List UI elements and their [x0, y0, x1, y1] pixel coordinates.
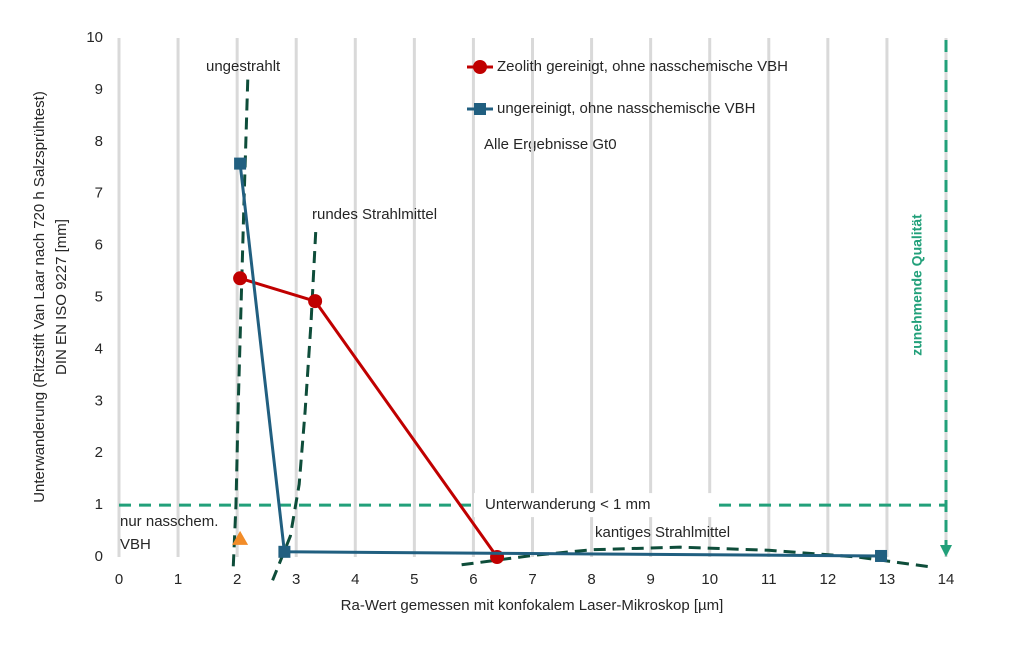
- x-tick-label: 3: [292, 571, 300, 588]
- x-tick-label: 1: [174, 571, 182, 588]
- y-axis-label: DIN EN ISO 9227 [mm]: [53, 219, 70, 375]
- y-tick-label: 9: [95, 81, 103, 98]
- legend-marker: [473, 60, 487, 74]
- threshold-label: Unterwanderung < 1 mm: [485, 496, 651, 513]
- y-tick-label: 8: [95, 133, 103, 150]
- data-point: [278, 545, 291, 558]
- point-label: nur nasschem.: [120, 513, 218, 530]
- y-tick-label: 6: [95, 237, 103, 254]
- guide-curve-label: kantiges Strahlmittel: [595, 524, 730, 541]
- x-tick-label: 6: [469, 571, 477, 588]
- legend-label: Zeolith gereinigt, ohne nasschemische VB…: [497, 58, 788, 75]
- data-point: [234, 157, 247, 170]
- label-background: [474, 493, 714, 518]
- guide-curve-label: ungestrahlt: [206, 58, 281, 75]
- y-tick-label: 1: [95, 496, 103, 513]
- note: Alle Ergebnisse Gt0: [484, 136, 617, 153]
- x-tick-label: 10: [701, 571, 718, 588]
- legend-marker: [474, 103, 486, 115]
- guide-curve: [231, 79, 250, 573]
- data-point: [308, 294, 323, 309]
- x-tick-label: 4: [351, 571, 359, 588]
- arrow-label: zunehmende Qualität: [909, 214, 925, 356]
- data-point: [233, 271, 248, 286]
- x-axis-label: Ra-Wert gemessen mit konfokalem Laser-Mi…: [341, 597, 724, 614]
- x-tick-label: 8: [587, 571, 595, 588]
- data-point: [875, 549, 888, 562]
- series-line: [239, 276, 499, 558]
- y-tick-label: 3: [95, 392, 103, 409]
- x-tick-label: 7: [528, 571, 536, 588]
- y-tick-label: 4: [95, 340, 103, 357]
- guide-curve-label: rundes Strahlmittel: [312, 206, 437, 223]
- data-point: [232, 530, 249, 545]
- guide-curve: [461, 545, 935, 569]
- x-tick-label: 14: [938, 571, 955, 588]
- arrow-head: [940, 545, 952, 557]
- x-tick-label: 11: [761, 571, 777, 588]
- y-tick-label: 10: [86, 29, 103, 46]
- point-label: VBH: [120, 536, 151, 553]
- legend-label: ungereinigt, ohne nasschemische VBH: [497, 100, 756, 117]
- y-tick-label: 0: [95, 548, 103, 565]
- x-tick-label: 12: [820, 571, 837, 588]
- y-tick-label: 5: [95, 288, 103, 305]
- y-axis-label: Unterwanderung (Ritzstift Van Laar nach …: [31, 91, 48, 503]
- x-tick-label: 0: [115, 571, 123, 588]
- x-tick-label: 9: [646, 571, 654, 588]
- x-tick-label: 5: [410, 571, 418, 588]
- y-tick-label: 2: [95, 444, 103, 461]
- x-tick-label: 13: [879, 571, 896, 588]
- guide-curve: [271, 232, 318, 581]
- x-tick-label: 2: [233, 571, 241, 588]
- y-tick-label: 7: [95, 185, 103, 202]
